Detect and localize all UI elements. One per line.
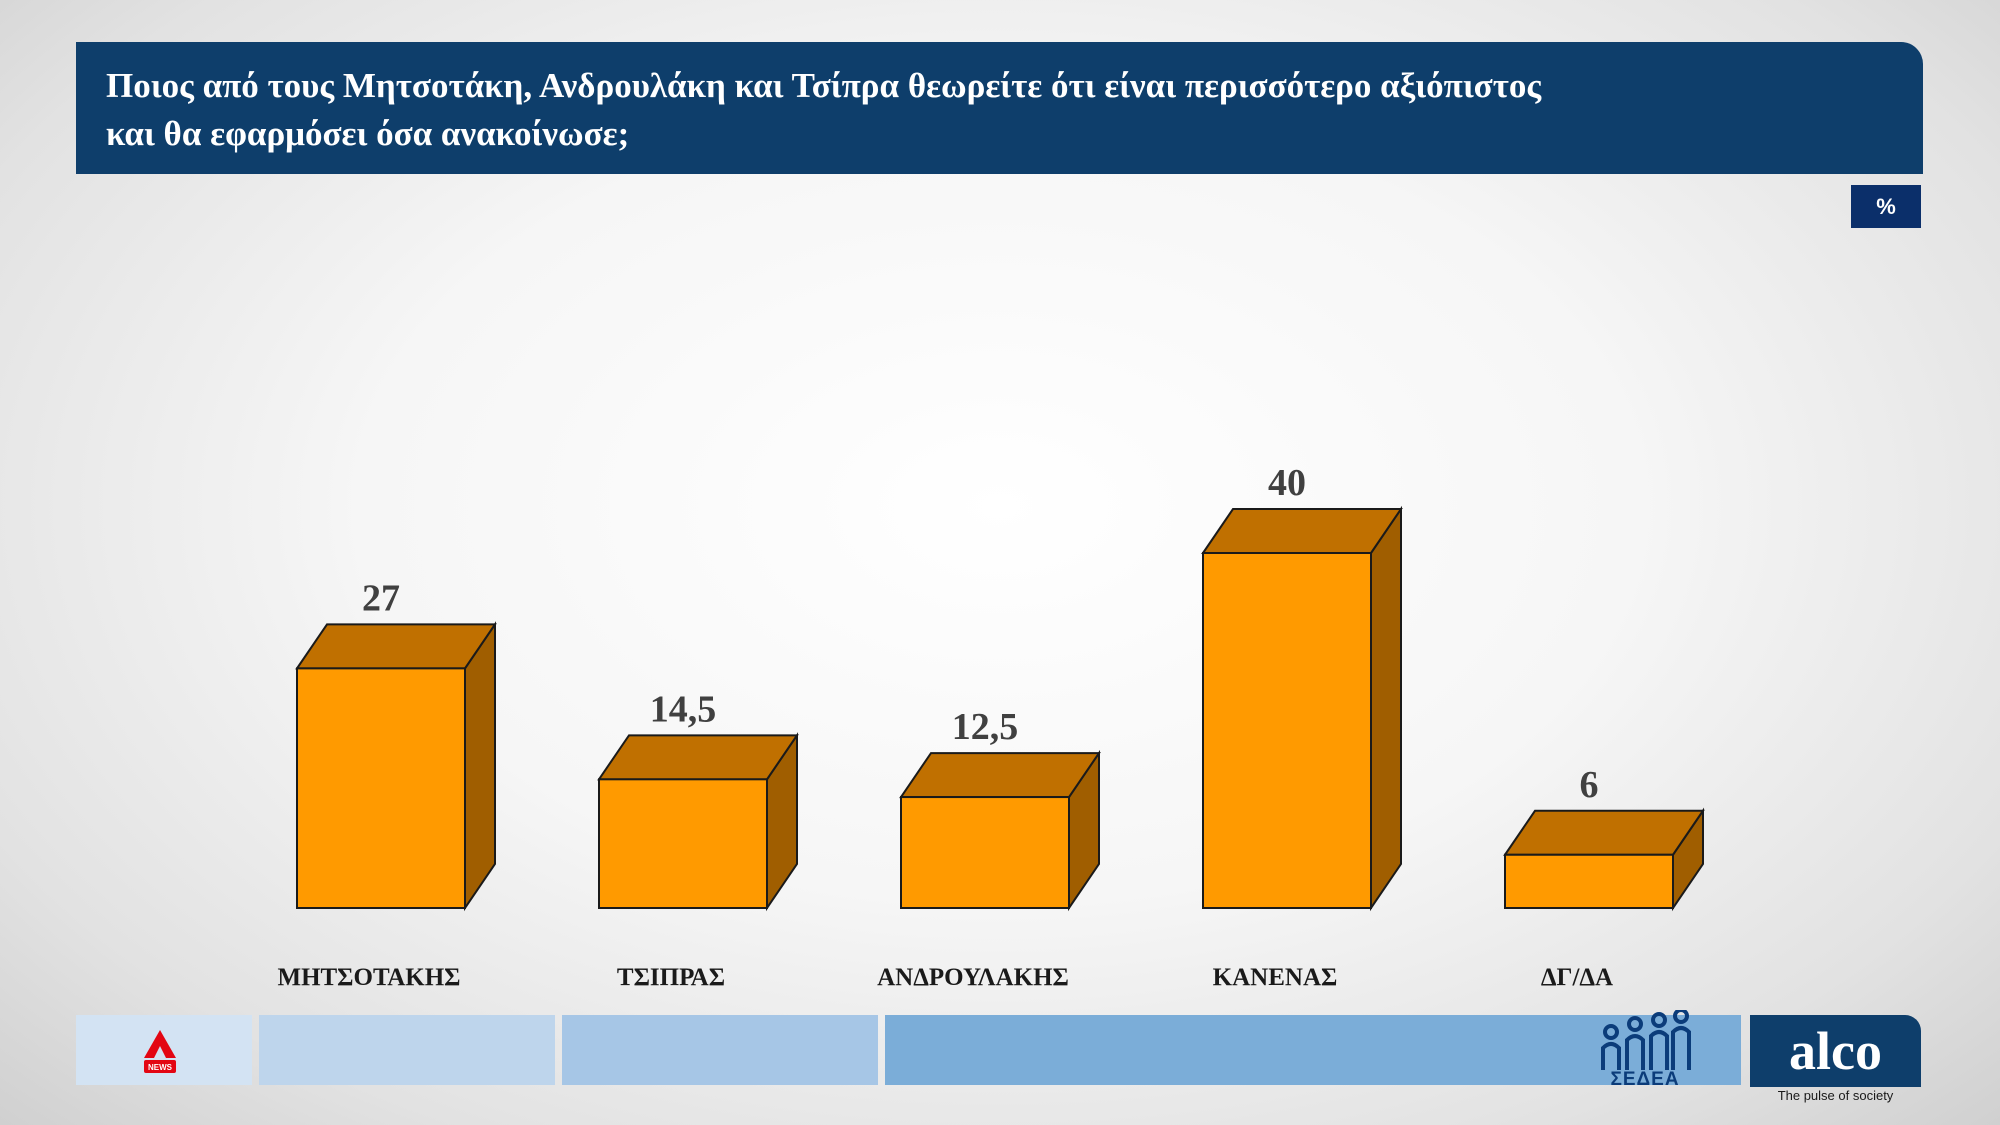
bar-top-4	[1503, 809, 1705, 856]
unit-badge: %	[1851, 185, 1921, 228]
footer-segment-3	[562, 1015, 878, 1085]
value-label-4: 6	[1580, 764, 1599, 806]
alpha-news-logo: NEWS	[144, 1030, 176, 1073]
bar-top-3	[1201, 508, 1403, 554]
bar-0	[296, 667, 466, 909]
category-label-2: ΑΝΔΡΟΥΛΑΚΗΣ	[877, 964, 1069, 991]
sedea-logo	[1601, 1010, 1691, 1070]
bar-side-3	[1370, 505, 1402, 912]
value-label-3: 40	[1268, 462, 1306, 504]
alco-logo-box	[1750, 1015, 1921, 1087]
bar-2	[900, 796, 1070, 909]
question-header: Ποιος από τους Μητσοτάκη, Ανδρουλάκη και…	[76, 42, 1923, 174]
svg-text:NEWS: NEWS	[148, 1063, 173, 1072]
value-label-1: 14,5	[650, 688, 717, 730]
value-label-0: 27	[362, 577, 400, 619]
footer-segment-2	[259, 1015, 555, 1085]
category-label-3: ΚΑΝΕΝΑΣ	[1213, 964, 1338, 991]
category-label-4: ΔΓ/ΔΑ	[1541, 964, 1613, 991]
question-line-2: και θα εφαρμόσει όσα ανακοίνωσε;	[106, 114, 630, 153]
alco-logo-text: alco	[1789, 1021, 1882, 1081]
question-line-1: Ποιος από τους Μητσοτάκη, Ανδρουλάκη και…	[106, 66, 1542, 105]
category-label-1: ΤΣΙΠΡΑΣ	[617, 964, 725, 991]
bar-4	[1504, 853, 1674, 909]
bar-top-1	[597, 734, 799, 781]
bar-3	[1202, 552, 1372, 909]
value-label-2: 12,5	[952, 706, 1019, 748]
footer-segment-4	[885, 1015, 1741, 1085]
bar-top-0	[295, 623, 497, 670]
bar-1	[598, 778, 768, 909]
bar-top-2	[899, 752, 1101, 799]
sedea-logo-text: ΣΕΔΕΑ	[1610, 1069, 1680, 1090]
category-label-0: ΜΗΤΣΟΤΑΚΗΣ	[277, 964, 460, 991]
alco-tagline: The pulse of society	[1777, 1088, 1894, 1103]
bar-side-0	[464, 621, 496, 912]
